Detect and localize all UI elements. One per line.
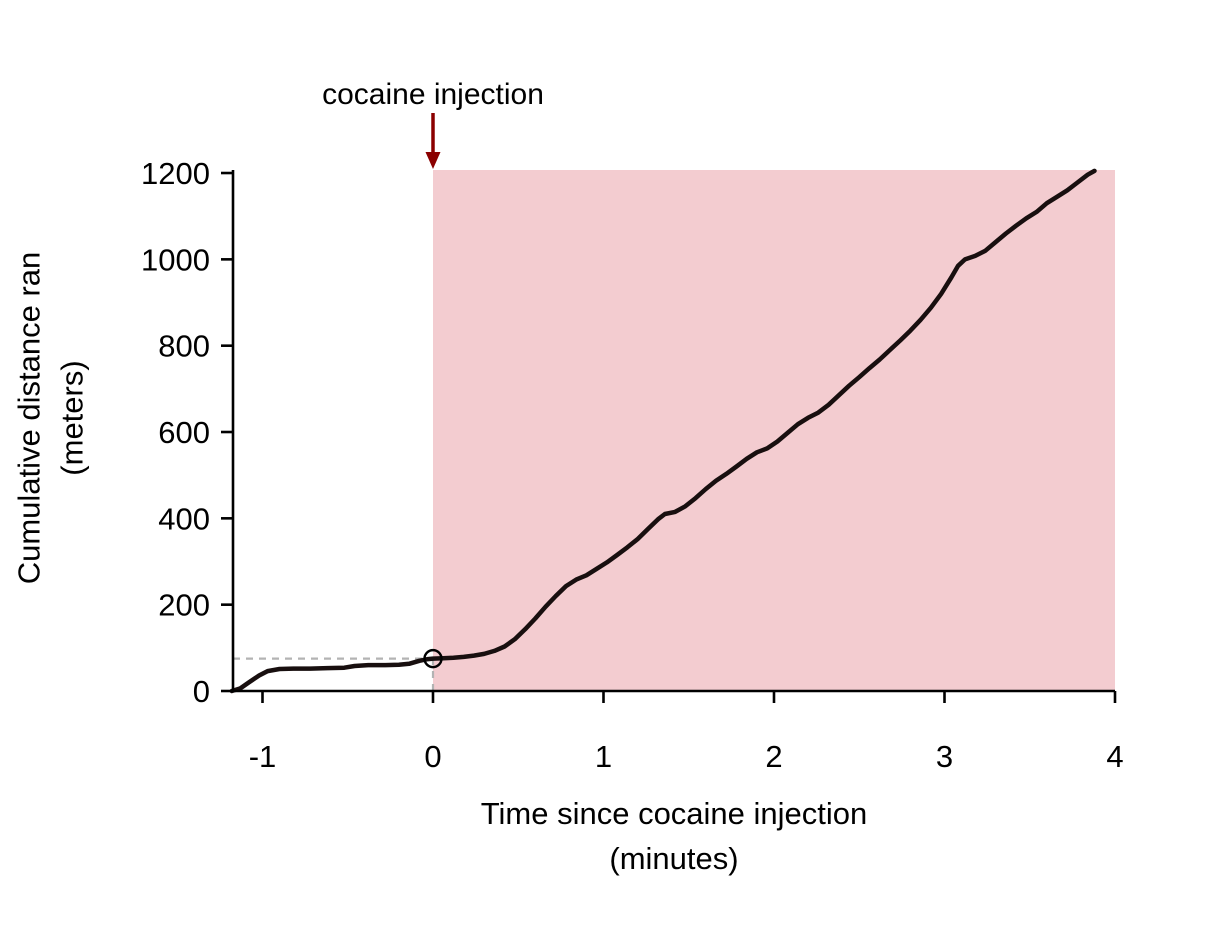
y-axis-tick-label: 1200 — [141, 156, 210, 191]
x-axis-title: Time since cocaine injection (minutes) — [481, 792, 868, 882]
x-axis-tick-label: 0 — [424, 739, 441, 774]
x-axis-tick-label: -1 — [249, 739, 277, 774]
x-axis-tick-label: 1 — [595, 739, 612, 774]
injection-arrow-head — [425, 152, 441, 169]
x-axis-tick-label: 4 — [1106, 739, 1123, 774]
y-axis-title: Cumulative distance ran (meters) — [8, 252, 95, 585]
y-axis-tick-label: 200 — [158, 588, 210, 623]
injection-point-marker — [423, 648, 443, 669]
annotation-label: cocaine injection — [322, 78, 544, 111]
y-axis-title-line2: (meters) — [55, 360, 90, 476]
x-axis-title-line1: Time since cocaine injection — [480, 796, 868, 831]
y-axis-tick-label: 0 — [193, 674, 210, 709]
y-axis-title-line1: Cumulative distance ran — [11, 251, 47, 585]
x-axis-title-line2: (minutes) — [609, 840, 739, 876]
x-axis-tick-label: 3 — [936, 739, 953, 774]
x-axis-tick-label: 2 — [765, 739, 782, 774]
y-axis-tick-label: 600 — [158, 415, 210, 450]
post-injection-shaded-region — [432, 170, 1115, 691]
y-axis-tick-label: 800 — [158, 329, 210, 364]
cumulative-distance-line — [229, 168, 1097, 694]
y-axis-tick-label: 1000 — [141, 242, 210, 277]
y-axis-tick-label: 400 — [158, 501, 210, 536]
